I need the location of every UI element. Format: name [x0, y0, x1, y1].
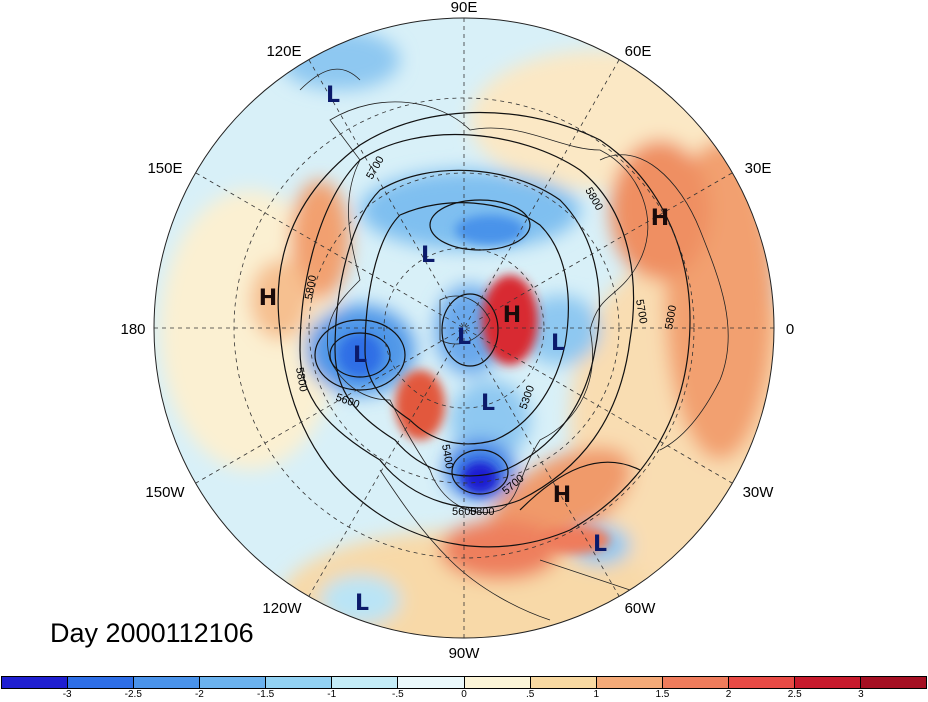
- colorbar-swatch: [861, 677, 927, 688]
- lon-60e: 60E: [625, 43, 652, 60]
- colorbar: [1, 676, 927, 689]
- colorbar-swatch: [728, 677, 795, 688]
- lon-120w: 120W: [262, 600, 302, 617]
- high-center: H: [503, 303, 521, 328]
- anomaly-field: [154, 18, 774, 638]
- colorbar-tick: -1: [327, 689, 337, 700]
- contour-label: 5800: [293, 366, 309, 392]
- colorbar-tick: 2: [725, 689, 732, 700]
- lon-90w: 90W: [449, 645, 481, 662]
- contour-label: 5700: [633, 298, 649, 324]
- contour-label: 5400: [439, 443, 455, 469]
- height-contours: [277, 112, 691, 548]
- plot-title: Day 2000112106: [50, 618, 254, 648]
- colorbar-tick: -.5: [392, 689, 404, 700]
- colorbar-swatch: [332, 677, 399, 688]
- low-center: L: [593, 532, 607, 557]
- colorbar-swatch: [794, 677, 862, 688]
- low-center: L: [551, 331, 565, 356]
- colorbar-tick: 1: [593, 689, 600, 700]
- graticule: [154, 18, 774, 638]
- coastlines: [299, 68, 729, 621]
- map-border: [153, 17, 775, 639]
- lon-0: 0: [786, 321, 794, 338]
- low-center: L: [481, 391, 495, 416]
- low-center: L: [326, 83, 340, 108]
- contour-label: 5800: [663, 304, 679, 330]
- colorbar-swatch: [68, 677, 135, 688]
- low-center: L: [355, 591, 369, 616]
- pressure-centers: L L L L L L L L H H H H: [259, 83, 669, 616]
- contour-label: 5800: [470, 506, 494, 518]
- high-center: H: [259, 286, 277, 311]
- polar-map: 90E 60E 30E 0 30W 60W 90W 120W 150W 180 …: [120, 0, 794, 662]
- colorbar-swatch: [530, 677, 597, 688]
- colorbar-swatch: [662, 677, 729, 688]
- colorbar-swatch: [398, 677, 465, 688]
- contour-label: 5800: [303, 274, 319, 300]
- colorbar-swatch: [2, 677, 69, 688]
- colorbar-tick: .5: [525, 689, 535, 700]
- low-center: L: [457, 325, 471, 350]
- lon-120e: 120E: [266, 43, 301, 60]
- colorbar-tick: -2: [194, 689, 204, 700]
- low-center: L: [353, 343, 367, 368]
- colorbar-swatch: [134, 677, 201, 688]
- low-center: L: [421, 243, 435, 268]
- lon-150e: 150E: [147, 160, 182, 177]
- lon-30w: 30W: [743, 484, 775, 501]
- colorbar-ticks: -3 -2.5 -2 -1.5 -1 -.5 0 .5 1 1.5 2 2.5 3: [1, 689, 927, 702]
- lon-90e: 90E: [451, 0, 478, 16]
- colorbar-swatch: [464, 677, 531, 688]
- contour-label: 5600: [452, 506, 476, 518]
- high-center: H: [651, 206, 669, 231]
- high-center: H: [553, 483, 571, 508]
- lon-60w: 60W: [625, 600, 657, 617]
- longitude-labels: 90E 60E 30E 0 30W 60W 90W 120W 150W 180 …: [120, 0, 794, 662]
- colorbar-swatch: [200, 677, 267, 688]
- colorbar-tick: 1.5: [655, 689, 670, 700]
- colorbar-tick: -3: [62, 689, 72, 700]
- colorbar-tick: -2.5: [124, 689, 142, 700]
- lon-150w: 150W: [145, 484, 185, 501]
- colorbar-tick: -1.5: [256, 689, 275, 700]
- colorbar-swatch: [596, 677, 663, 688]
- colorbar-tick: 2.5: [787, 689, 802, 700]
- lon-180: 180: [120, 321, 145, 338]
- lon-30e: 30E: [745, 160, 772, 177]
- colorbar-tick: 0: [461, 689, 467, 700]
- colorbar-swatch: [266, 677, 333, 688]
- colorbar-tick: 3: [858, 689, 864, 700]
